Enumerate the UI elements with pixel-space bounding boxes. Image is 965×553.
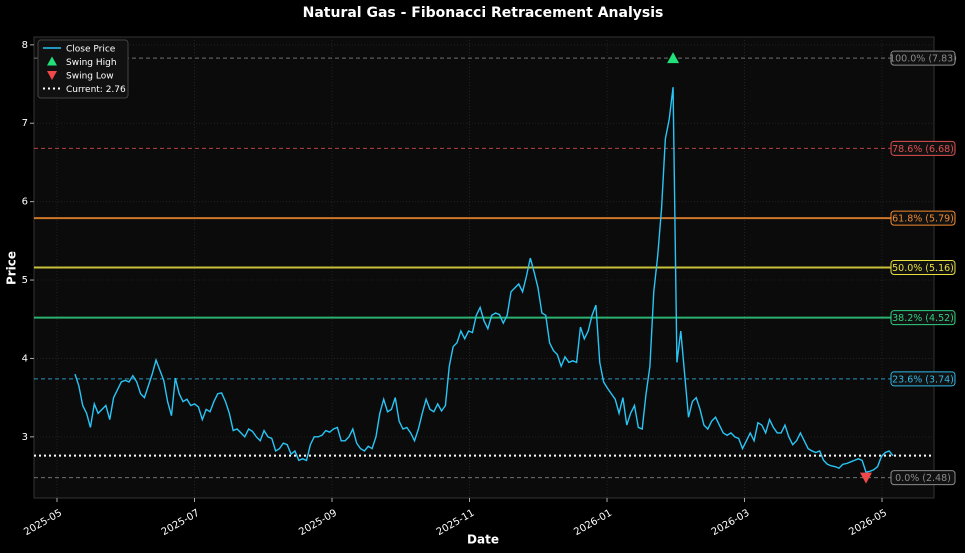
legend-swatch — [47, 56, 57, 66]
fib-label: 38.2% (4.52) — [892, 313, 954, 324]
fib-label-box — [890, 371, 956, 387]
fib-label: 100.0% (7.83) — [889, 54, 957, 65]
fib-label: 78.6% (6.68) — [892, 144, 954, 155]
fib-label: 0.0% (2.48) — [895, 473, 951, 484]
legend-box — [37, 39, 129, 99]
chart-title: Natural Gas - Fibonacci Retracement Anal… — [303, 5, 664, 21]
legend-label: Close Price — [66, 45, 116, 55]
y-tick-label: 5 — [22, 275, 28, 286]
fib-label-box — [890, 210, 956, 226]
y-axis-label: Price — [5, 251, 19, 285]
swing-high-marker — [667, 52, 680, 64]
swing-low-marker — [859, 472, 872, 484]
fib-label-box — [890, 470, 956, 486]
legend-label: Current: 2.76 — [66, 85, 126, 95]
fib-label-box — [890, 310, 956, 326]
fib-label: 50.0% (5.16) — [892, 263, 954, 274]
fib-label: 23.6% (3.74) — [892, 374, 954, 385]
y-tick-label: 8 — [22, 40, 28, 51]
y-tick-label: 7 — [22, 118, 28, 129]
legend-label: Swing Low — [66, 72, 114, 82]
y-tick-label: 4 — [22, 353, 28, 364]
fib-label-box — [890, 140, 956, 156]
fib-label: 61.8% (5.79) — [892, 214, 954, 225]
fib-label-box — [890, 260, 956, 275]
x-axis-label: Date — [467, 533, 499, 547]
legend-swatch — [47, 71, 57, 80]
y-tick-label: 3 — [22, 432, 28, 443]
fib-label-box — [890, 50, 956, 66]
price-line — [74, 87, 894, 473]
y-tick-label: 6 — [22, 197, 28, 208]
legend-label: Swing High — [66, 58, 117, 68]
